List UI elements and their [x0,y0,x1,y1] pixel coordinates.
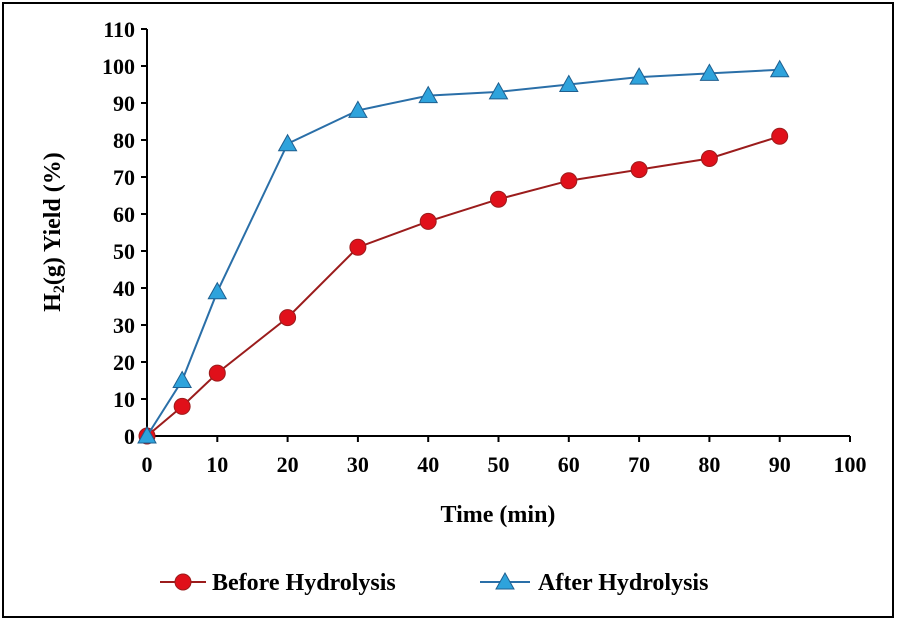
data-point-before [700,150,718,167]
legend-label-before: Before Hydrolysis [212,570,396,596]
legend: Before Hydrolysis After Hydrolysis [160,570,708,596]
data-point-after [277,133,298,152]
data-point-after [172,370,193,388]
y-tick-label: 70 [113,165,135,190]
y-tick-label: 90 [113,91,135,116]
data-point-after [488,81,509,100]
legend-marker-before [174,573,192,591]
y-axis-title-rest: (g) Yield (%) [40,152,66,285]
x-tick-label: 20 [277,452,299,477]
x-tick-label: 10 [206,452,228,477]
ticks: 0 10 20 30 40 50 60 70 80 90 100 0 10 20 30 40 50 60 70 80 9… [102,17,867,477]
y-tick-label: 60 [113,202,135,227]
x-tick-label: 70 [628,452,650,477]
x-tick-label: 0 [142,452,153,477]
data-point-before [208,364,226,382]
series-line-before [146,135,781,437]
data-point-after [769,59,790,78]
x-tick-label: 80 [698,452,720,477]
data-point-before [419,212,437,230]
data-point-after [418,85,439,104]
legend-item-before: Before Hydrolysis [160,570,396,596]
data-point-after [348,100,368,118]
x-tick-label: 40 [417,452,439,477]
data-point-after [137,425,157,444]
x-tick-label: 60 [558,452,580,477]
x-tick-label: 90 [769,452,791,477]
x-tick-label: 50 [488,452,510,477]
data-point-after [699,63,720,81]
data-point-after [207,281,228,300]
legend-label-after: After Hydrolysis [538,570,708,596]
y-tick-label: 20 [113,350,135,375]
y-tick-label: 30 [113,313,135,338]
data-point-after [629,67,649,85]
y-tick-label: 0 [124,424,135,449]
data-point-before [560,172,578,190]
y-tick-label: 40 [113,276,135,301]
series [137,59,790,445]
data-point-before [490,190,507,208]
data-point-before [771,127,789,145]
x-tick-label: 100 [834,452,867,477]
x-axis-title: Time (min) [441,502,556,528]
y-axis-title-subscript: 2 [51,285,68,293]
y-tick-label: 10 [113,387,135,412]
y-tick-label: 80 [113,128,135,153]
legend-item-after: After Hydrolysis [480,570,708,596]
data-point-before [349,238,367,256]
y-axis-title: H2(g) Yield (%) [40,152,68,312]
legend-marker-after [495,571,515,590]
data-point-before [630,161,648,179]
y-tick-label: 100 [102,54,135,79]
x-tick-label: 30 [347,452,369,477]
data-point-before [173,397,191,415]
y-tick-label: 110 [103,17,135,42]
y-axis-title-main: H [40,293,66,312]
chart-frame [2,2,894,618]
y-tick-label: 50 [113,239,135,264]
data-point-after [558,74,579,92]
series-line-after [146,68,780,437]
data-point-before [279,309,297,327]
